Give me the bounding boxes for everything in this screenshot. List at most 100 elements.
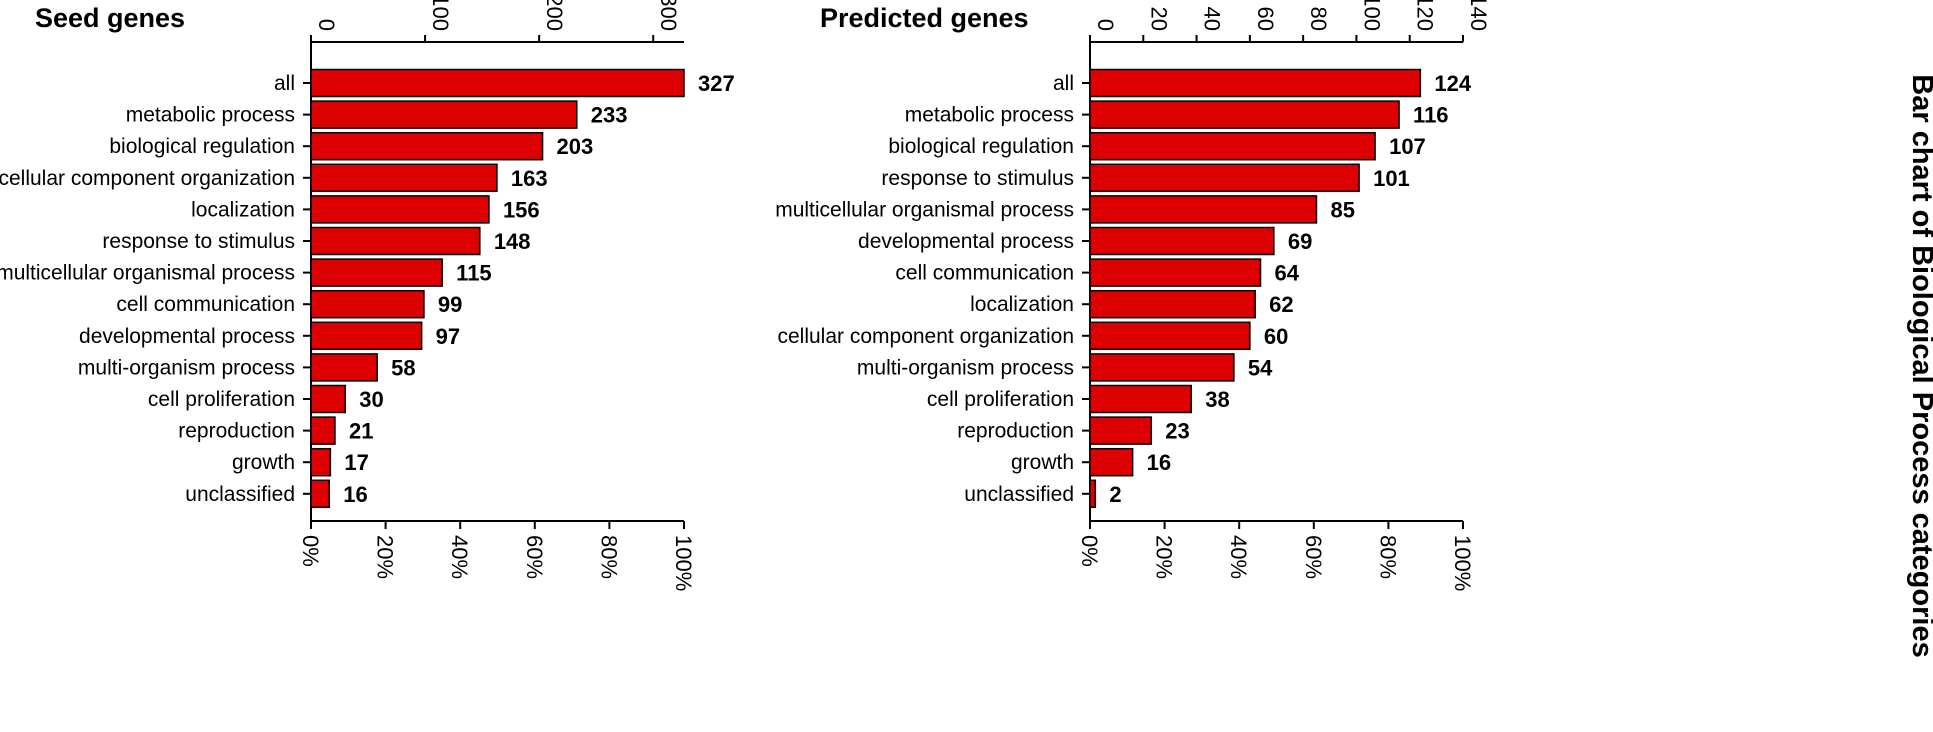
bar xyxy=(1089,447,1134,477)
category-label: cellular component organization xyxy=(777,325,1074,348)
bar-value-label: 203 xyxy=(557,134,594,159)
bar xyxy=(310,321,423,351)
predicted-genes-panel: Predicted genes 0 20 40 60 80 100 120 140 all 124 m… xyxy=(775,0,1491,591)
bar-value-label: 163 xyxy=(511,166,548,191)
bar xyxy=(310,353,378,382)
percent-axis-tick-label: 40% xyxy=(447,535,472,579)
bar xyxy=(310,416,336,445)
bar xyxy=(310,479,331,509)
category-label: metabolic process xyxy=(126,104,295,127)
count-axis-tick-label: 120 xyxy=(1413,0,1438,31)
bar-value-label: 23 xyxy=(1165,419,1189,444)
bar xyxy=(1089,258,1262,287)
bar-value-label: 62 xyxy=(1269,292,1293,317)
count-axis-tick-label: 20 xyxy=(1146,7,1171,31)
category-label: growth xyxy=(232,451,295,474)
category-label: growth xyxy=(1011,451,1074,474)
category-label: cell communication xyxy=(895,262,1074,285)
bar xyxy=(1089,226,1275,256)
category-label: cell proliferation xyxy=(927,388,1074,411)
bar xyxy=(310,131,544,161)
bar xyxy=(1089,131,1376,161)
category-label: localization xyxy=(970,293,1074,316)
side-title: Bar chart of Biological Process categori… xyxy=(1906,74,1933,657)
bar xyxy=(310,195,490,224)
bar-value-label: 30 xyxy=(359,387,383,412)
bar xyxy=(310,384,346,414)
percent-axis-tick-label: 0% xyxy=(298,535,323,567)
bar-value-label: 58 xyxy=(391,355,415,380)
bar-value-label: 115 xyxy=(456,261,492,286)
category-label: developmental process xyxy=(79,325,295,348)
percent-axis-tick-label: 0% xyxy=(1077,535,1102,567)
percent-axis-tick-label: 80% xyxy=(1375,535,1400,579)
bar-value-label: 17 xyxy=(344,450,368,475)
category-label: localization xyxy=(191,198,295,221)
bar-value-label: 124 xyxy=(1434,71,1471,96)
panel-title: Predicted genes xyxy=(820,3,1029,33)
bar xyxy=(1089,100,1400,129)
category-label: reproduction xyxy=(178,420,295,443)
category-label: all xyxy=(1053,72,1074,95)
bar xyxy=(1089,384,1192,414)
category-label: unclassified xyxy=(185,483,295,506)
bar-value-label: 16 xyxy=(343,482,367,507)
bar-value-label: 327 xyxy=(698,71,735,96)
bar-value-label: 107 xyxy=(1389,134,1426,159)
count-axis-tick-label: 300 xyxy=(656,0,681,31)
percent-axis-tick-label: 100% xyxy=(671,535,696,591)
percent-axis-tick-label: 60% xyxy=(522,535,547,579)
category-label: biological regulation xyxy=(888,135,1074,158)
bar xyxy=(310,447,332,477)
bar-value-label: 85 xyxy=(1330,197,1354,222)
count-axis-tick-label: 60 xyxy=(1253,7,1278,31)
bar-value-label: 99 xyxy=(438,292,462,317)
category-label: response to stimulus xyxy=(881,167,1074,190)
category-label: developmental process xyxy=(858,230,1074,253)
bar xyxy=(310,258,443,287)
count-axis-tick-label: 140 xyxy=(1466,0,1491,31)
bar xyxy=(310,163,498,193)
bar-value-label: 21 xyxy=(349,419,373,444)
category-label: unclassified xyxy=(964,483,1074,506)
bar-value-label: 156 xyxy=(503,197,540,222)
bar-value-label: 38 xyxy=(1205,387,1229,412)
bar xyxy=(1089,321,1251,351)
count-axis-tick-label: 0 xyxy=(1093,19,1118,31)
bar-value-label: 2 xyxy=(1109,482,1121,507)
category-label: multicellular organismal process xyxy=(775,198,1074,221)
bar-value-label: 69 xyxy=(1288,229,1312,254)
bar-value-label: 116 xyxy=(1413,103,1449,128)
bar xyxy=(1089,289,1256,319)
bar-value-label: 101 xyxy=(1373,166,1410,191)
category-label: multicellular organismal process xyxy=(0,262,295,285)
bar xyxy=(1089,353,1235,382)
category-label: reproduction xyxy=(957,420,1074,443)
percent-axis-tick-label: 60% xyxy=(1301,535,1326,579)
seed-genes-panel: Seed genes 0 100 200 300 all 327 metabolic proc… xyxy=(0,0,735,591)
bar xyxy=(310,226,481,256)
count-axis-tick-label: 100 xyxy=(428,0,453,31)
count-axis-tick-label: 200 xyxy=(542,0,567,31)
percent-axis-tick-label: 20% xyxy=(373,535,398,579)
bar-value-label: 148 xyxy=(494,229,531,254)
bar xyxy=(1089,68,1422,98)
bar xyxy=(310,289,425,319)
category-label: cell communication xyxy=(116,293,295,316)
category-label: all xyxy=(274,72,295,95)
category-label: biological regulation xyxy=(109,135,295,158)
percent-axis-tick-label: 20% xyxy=(1152,535,1177,579)
bar-value-label: 54 xyxy=(1248,355,1273,380)
bar xyxy=(310,100,578,129)
category-label: cell proliferation xyxy=(148,388,295,411)
category-label: multi-organism process xyxy=(857,356,1074,379)
count-axis-tick-label: 100 xyxy=(1359,0,1384,31)
bar-value-label: 64 xyxy=(1275,261,1300,286)
bar xyxy=(1089,479,1097,509)
category-label: multi-organism process xyxy=(78,356,295,379)
category-label: metabolic process xyxy=(905,104,1074,127)
bar-value-label: 60 xyxy=(1264,324,1288,349)
count-axis-tick-label: 80 xyxy=(1306,7,1331,31)
count-axis-tick-label: 40 xyxy=(1200,7,1225,31)
